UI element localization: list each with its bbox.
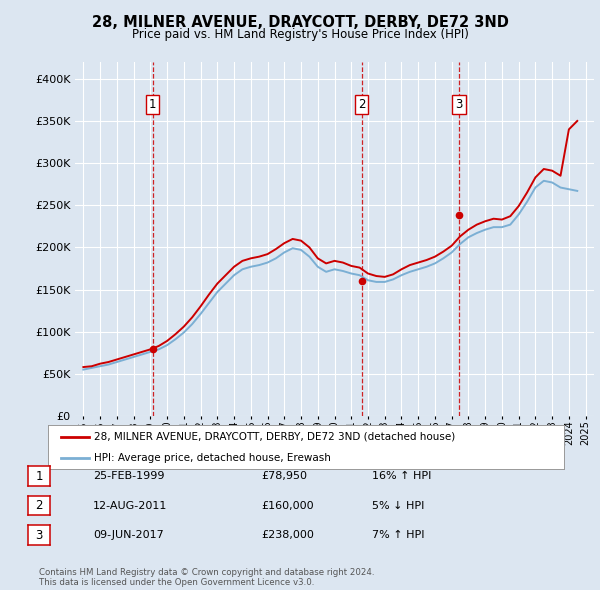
Text: 28, MILNER AVENUE, DRAYCOTT, DERBY, DE72 3ND: 28, MILNER AVENUE, DRAYCOTT, DERBY, DE72… [92, 15, 508, 30]
Text: 09-JUN-2017: 09-JUN-2017 [93, 530, 164, 540]
Text: 7% ↑ HPI: 7% ↑ HPI [372, 530, 425, 540]
Text: 1: 1 [35, 470, 43, 483]
Text: 2: 2 [35, 499, 43, 512]
Text: 28, MILNER AVENUE, DRAYCOTT, DERBY, DE72 3ND (detached house): 28, MILNER AVENUE, DRAYCOTT, DERBY, DE72… [94, 432, 455, 442]
Text: 3: 3 [455, 97, 463, 110]
Text: 2: 2 [358, 97, 365, 110]
Text: 5% ↓ HPI: 5% ↓ HPI [372, 501, 424, 510]
Text: Price paid vs. HM Land Registry's House Price Index (HPI): Price paid vs. HM Land Registry's House … [131, 28, 469, 41]
Text: 16% ↑ HPI: 16% ↑ HPI [372, 471, 431, 481]
Text: 12-AUG-2011: 12-AUG-2011 [93, 501, 167, 510]
Text: HPI: Average price, detached house, Erewash: HPI: Average price, detached house, Erew… [94, 453, 331, 463]
Text: 25-FEB-1999: 25-FEB-1999 [93, 471, 164, 481]
Text: 1: 1 [149, 97, 156, 110]
Text: £160,000: £160,000 [261, 501, 314, 510]
Text: £238,000: £238,000 [261, 530, 314, 540]
Text: 3: 3 [35, 529, 43, 542]
Text: £78,950: £78,950 [261, 471, 307, 481]
Text: Contains HM Land Registry data © Crown copyright and database right 2024.
This d: Contains HM Land Registry data © Crown c… [39, 568, 374, 587]
